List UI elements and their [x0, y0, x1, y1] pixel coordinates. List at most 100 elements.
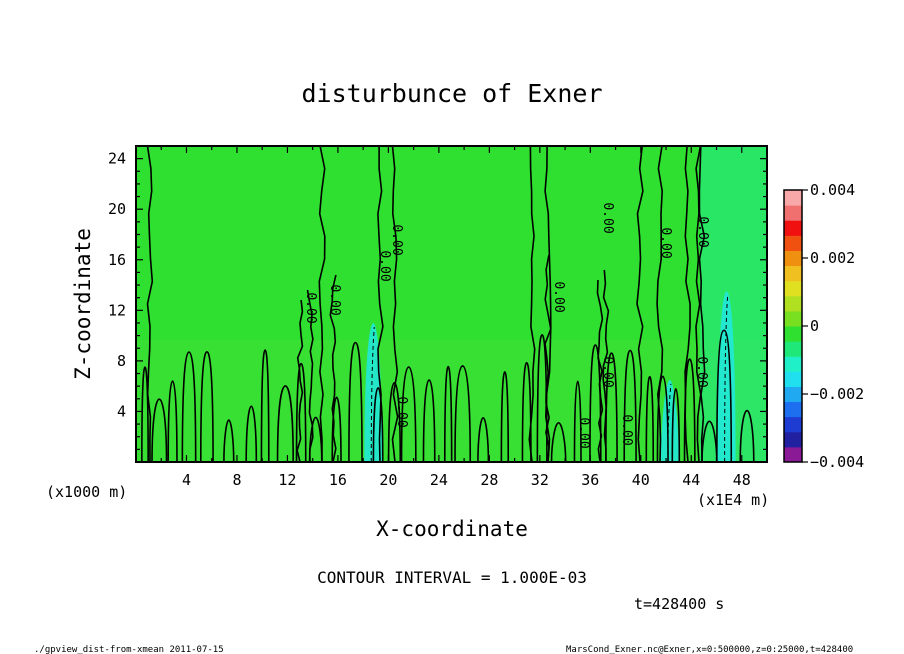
x-tick-label: 28 — [480, 471, 498, 489]
colorbar-segment — [784, 446, 802, 463]
zero-contour — [377, 146, 384, 462]
contour-label: 0.00 — [303, 292, 318, 323]
x-scale-label: (x1E4 m) — [697, 491, 769, 509]
zero-contour — [701, 420, 718, 462]
x-tick-label: 36 — [581, 471, 599, 489]
plot-frame — [135, 145, 768, 463]
contour-label: 0.00 — [551, 281, 566, 312]
colorbar-segment — [784, 401, 802, 418]
x-tick-label: 40 — [632, 471, 650, 489]
chart-title: disturbunce of Exner — [301, 79, 602, 108]
contour-label: 0.00 — [600, 356, 615, 387]
zero-contour — [683, 358, 696, 462]
zero-contour — [260, 349, 270, 462]
colorbar-segment — [784, 356, 802, 372]
footer-left-note: ./gpview_dist-from-xmean 2011-07-15 — [34, 645, 224, 654]
zero-contour — [295, 362, 307, 462]
colorbar-segment — [784, 280, 802, 297]
zero-contour — [391, 146, 399, 462]
colorbar-tick-label: 0.004 — [810, 181, 855, 199]
zero-contour — [645, 375, 655, 462]
zero-contour — [536, 334, 548, 462]
y-tick-label: 12 — [108, 301, 126, 319]
zero-contour — [318, 146, 326, 462]
colorbar-segment — [784, 431, 802, 448]
plot-area: 0.00 0.000.000.000.000.000.000.000.000.00… — [136, 146, 767, 462]
x-tick-label: 20 — [379, 471, 397, 489]
zero-contour — [329, 274, 337, 462]
colorbar-segment — [784, 386, 802, 403]
contour-label: 0.00 — [576, 417, 591, 448]
colorbar — [784, 190, 802, 463]
colorbar-ticks: 0.004 0.002 0 −0.002 −0.004 — [802, 181, 864, 471]
zero-contour — [716, 329, 733, 462]
colorbar-segment — [784, 265, 802, 282]
zero-contour — [500, 371, 510, 462]
x-tick-label: 8 — [232, 471, 241, 489]
zero-contour — [422, 379, 436, 462]
zero-contour — [151, 398, 168, 462]
zero-contour — [199, 351, 214, 462]
zero-contour — [223, 419, 235, 462]
x-tick-label: 16 — [329, 471, 347, 489]
negative-contour — [667, 383, 672, 462]
x-tick-label: 32 — [531, 471, 549, 489]
zero-contour — [141, 366, 149, 462]
zero-contour — [739, 409, 755, 462]
contour-label: 0.00 — [600, 202, 615, 233]
time-label: t=428400 s — [634, 595, 724, 613]
colorbar-tick-label: −0.002 — [810, 385, 864, 403]
negative-contour — [370, 326, 375, 462]
zero-contour — [245, 405, 258, 462]
zero-contour — [400, 366, 417, 462]
colorbar-segment — [784, 416, 802, 433]
x-unit-label: (x1000 m) — [46, 483, 127, 501]
colorbar-segment — [784, 295, 802, 312]
zero-contour — [671, 388, 681, 462]
colorbar-segment — [784, 250, 802, 267]
zero-contour — [656, 146, 664, 462]
zero-contour — [387, 382, 402, 462]
colorbar-segment — [784, 205, 802, 221]
contour-label: 0.00 — [694, 356, 709, 387]
contour-label: 0.00 — [327, 284, 342, 315]
zero-contour — [477, 417, 490, 462]
zero-contour — [573, 380, 582, 462]
zero-contour — [306, 289, 314, 462]
zero-contour — [372, 387, 384, 462]
zero-contour — [454, 365, 472, 462]
zero-contour — [636, 146, 644, 462]
zero-contour — [181, 351, 197, 462]
negative-contour — [724, 295, 729, 462]
zero-contour — [331, 396, 342, 462]
contour-label: 0.00 — [619, 414, 634, 445]
colorbar-segment — [784, 310, 802, 327]
colorbar-tick-label: 0 — [810, 317, 819, 335]
zero-contour — [623, 349, 637, 462]
colorbar-segment — [784, 190, 802, 206]
zero-contour — [146, 146, 154, 462]
x-tick-label: 44 — [682, 471, 700, 489]
contour-lines — [141, 146, 755, 462]
colorbar-segment — [784, 220, 802, 236]
y-axis-label: Z-coordinate — [71, 228, 95, 380]
zero-contour — [167, 380, 178, 462]
colorbar-tick-label: 0.002 — [810, 249, 855, 267]
x-axis-label: X-coordinate — [376, 517, 528, 541]
colorbar-segment — [784, 235, 802, 251]
colorbar-segment — [784, 371, 802, 387]
contour-label: 0.00 — [389, 224, 404, 255]
zero-contour — [589, 344, 602, 462]
y-axis: 4 8 12 16 20 24 — [108, 150, 767, 450]
zero-contour — [521, 361, 532, 462]
y-tick-label: 24 — [108, 150, 126, 168]
colorbar-segment — [784, 326, 802, 342]
y-tick-label: 8 — [117, 352, 126, 370]
contour-label: 0.00 — [377, 250, 392, 281]
contour-labels: 0.00 0.000.000.000.000.000.000.000.000.00… — [303, 202, 710, 448]
zero-contour — [443, 365, 453, 462]
contour-label: 0.00 — [658, 227, 673, 258]
contour-label: 0.00 — [394, 396, 409, 427]
colorbar-segment — [784, 341, 802, 357]
